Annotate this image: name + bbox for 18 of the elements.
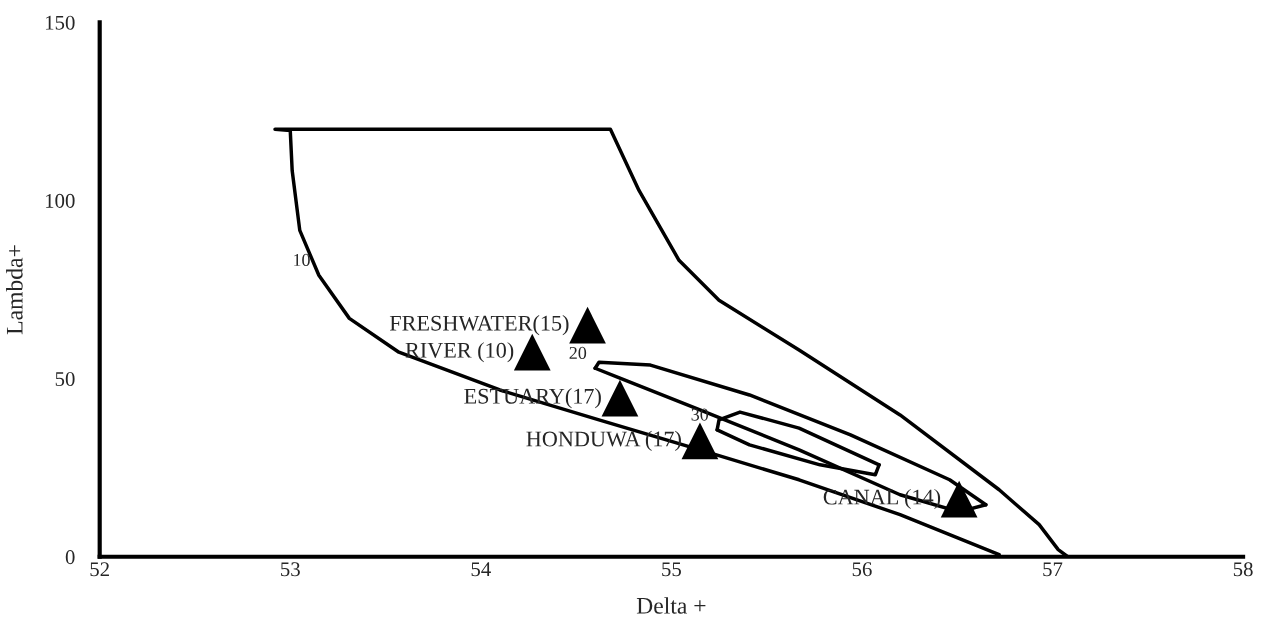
series-label: FRESHWATER(15) <box>389 315 569 336</box>
x-tick-label: 58 <box>1233 562 1253 577</box>
x-tick-label: 57 <box>1043 562 1063 577</box>
y-tick-label: 100 <box>45 193 75 208</box>
y-tick-label: 0 <box>65 550 75 565</box>
x-tick-label: 54 <box>471 562 491 577</box>
x-tick-label: 52 <box>90 562 109 577</box>
series-label: 20 <box>569 346 587 360</box>
x-tick-label: 53 <box>281 562 300 577</box>
x-axis-title: Delta + <box>636 597 706 614</box>
series-label: 30 <box>691 408 709 421</box>
series-label: 10 <box>294 253 310 267</box>
x-tick-label: 56 <box>852 562 872 577</box>
series-label: RIVER (10) <box>405 342 514 363</box>
y-axis-title: Lambda+ <box>6 245 23 335</box>
x-tick-label: 55 <box>662 562 681 577</box>
y-tick-label: 50 <box>55 371 75 387</box>
y-tick-label: 150 <box>45 15 75 30</box>
